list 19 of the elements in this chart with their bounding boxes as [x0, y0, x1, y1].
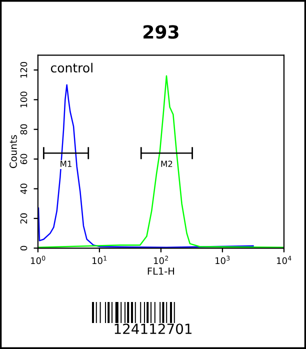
y-axis-title: Counts: [10, 135, 17, 168]
text: 124112701: [114, 324, 192, 334]
x-axis-title: FL1-H: [148, 268, 174, 275]
y-tick-label: 20: [20, 213, 28, 224]
chart-title: 293: [144, 25, 178, 39]
y-tick-label: 60: [20, 154, 28, 164]
y-tick-label: 120: [20, 62, 28, 78]
y-tick-label: 40: [20, 184, 28, 194]
x-tick-label: 10$^{2}$: [154, 256, 168, 264]
annotation: control: [50, 62, 92, 73]
x-tick-label: 10$^{3}$: [216, 256, 230, 264]
annotation: M1: [60, 160, 72, 167]
annotation: M2: [161, 160, 172, 167]
y-tick-label: 80: [20, 124, 28, 135]
y-tick-label: 0: [20, 246, 28, 250]
x-tick-label: 10$^{0}$: [30, 256, 46, 264]
x-tick-label: 10$^{4}$: [277, 256, 292, 264]
x-tick-label: 10$^{1}$: [92, 256, 107, 264]
y-tick-label: 100: [20, 92, 28, 108]
